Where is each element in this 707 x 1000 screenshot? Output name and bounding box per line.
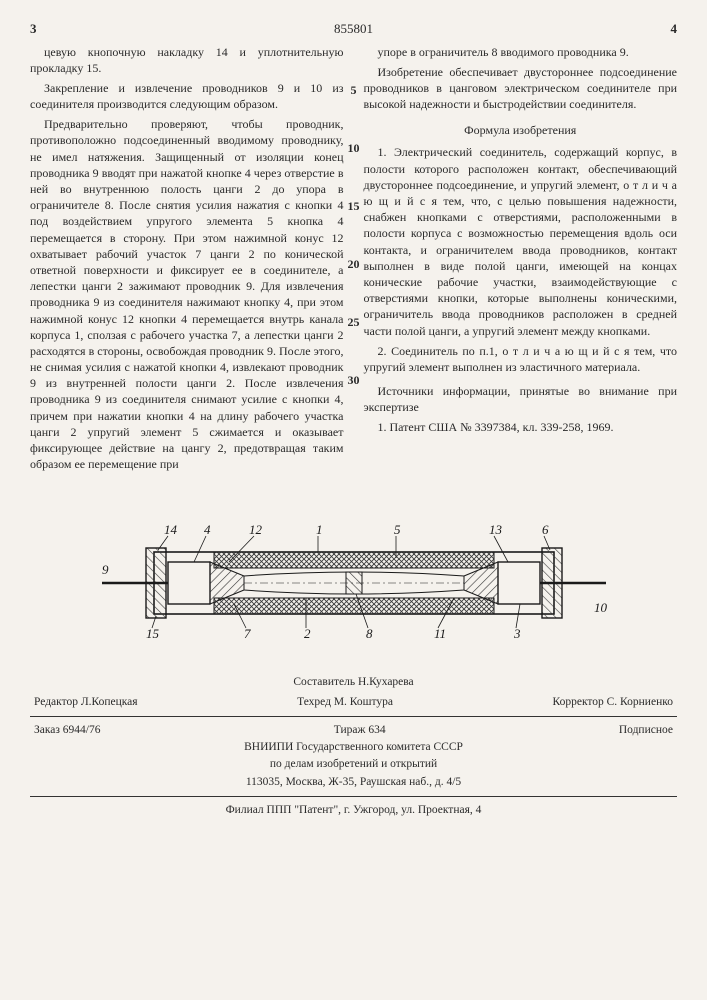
editor: Редактор Л.Копецкая [34, 694, 138, 711]
footer-names-row: Редактор Л.Копецкая Техред М. Коштура Ко… [30, 694, 677, 711]
right-column: упоре в ограничитель 8 вводимого проводн… [364, 44, 678, 477]
line-marker: 10 [348, 140, 360, 156]
paragraph: Закрепление и извлечение проводников 9 и… [30, 80, 344, 112]
figure-label: 3 [513, 626, 521, 641]
figure-label: 7 [244, 626, 251, 641]
sources-title: Источники информации, принятые во вниман… [364, 383, 678, 415]
technical-drawing: 14 4 12 1 5 13 6 9 10 15 7 2 8 11 3 [94, 504, 614, 654]
tirazh: Тираж 634 [334, 722, 386, 739]
claim: 1. Электрический соединитель, содержащий… [364, 144, 678, 338]
text-columns-wrap: 5 10 15 20 25 30 цевую кнопочную накладк… [30, 44, 677, 477]
figure-label: 8 [366, 626, 373, 641]
line-marker: 15 [348, 198, 360, 214]
corrector: Корректор С. Корниенко [553, 694, 673, 711]
patent-number: 855801 [37, 20, 671, 38]
footer: Составитель Н.Кухарева Редактор Л.Копецк… [30, 674, 677, 819]
figure-label: 11 [434, 626, 446, 641]
footer-rule [30, 796, 677, 797]
line-marker: 25 [348, 314, 360, 330]
figure-label: 13 [489, 522, 503, 537]
tech-editor: Техред М. Коштура [297, 694, 393, 711]
page-number-right: 4 [671, 20, 678, 38]
figure-label: 6 [542, 522, 549, 537]
figure-label: 5 [394, 522, 401, 537]
claim: 2. Соединитель по п.1, о т л и ч а ю щ и… [364, 343, 678, 375]
org-line2: по делам изобретений и открытий [30, 756, 677, 773]
line-marker: 5 [351, 82, 357, 98]
paragraph: упоре в ограничитель 8 вводимого проводн… [364, 44, 678, 60]
compiler: Составитель Н.Кухарева [30, 674, 677, 691]
figure-label: 10 [594, 600, 608, 615]
figure-label: 14 [164, 522, 178, 537]
figure-label: 4 [204, 522, 211, 537]
figure-label: 15 [146, 626, 160, 641]
figure-label: 1 [316, 522, 323, 537]
figure-label: 9 [102, 562, 109, 577]
figure-label: 12 [249, 522, 263, 537]
paragraph: Изобретение обеспечивает двустороннее по… [364, 64, 678, 113]
formula-title: Формула изобретения [364, 122, 678, 138]
paragraph: Предварительно проверяют, чтобы проводни… [30, 116, 344, 472]
order-number: Заказ 6944/76 [34, 722, 101, 739]
line-marker: 30 [348, 372, 360, 388]
podpisnoe: Подписное [619, 722, 673, 739]
filial: Филиал ППП "Патент", г. Ужгород, ул. Про… [30, 802, 677, 819]
org-address: 113035, Москва, Ж-35, Раушская наб., д. … [30, 774, 677, 791]
figure-label: 2 [304, 626, 311, 641]
paragraph: цевую кнопочную накладку 14 и уплотнител… [30, 44, 344, 76]
page-header: 3 855801 4 [30, 20, 677, 38]
source: 1. Патент США № 3397384, кл. 339-258, 19… [364, 419, 678, 435]
left-column: цевую кнопочную накладку 14 и уплотнител… [30, 44, 344, 477]
org-line1: ВНИИПИ Государственного комитета СССР [30, 739, 677, 756]
footer-rule [30, 716, 677, 717]
footer-order-row: Заказ 6944/76 Тираж 634 Подписное [30, 722, 677, 739]
line-marker: 20 [348, 256, 360, 272]
